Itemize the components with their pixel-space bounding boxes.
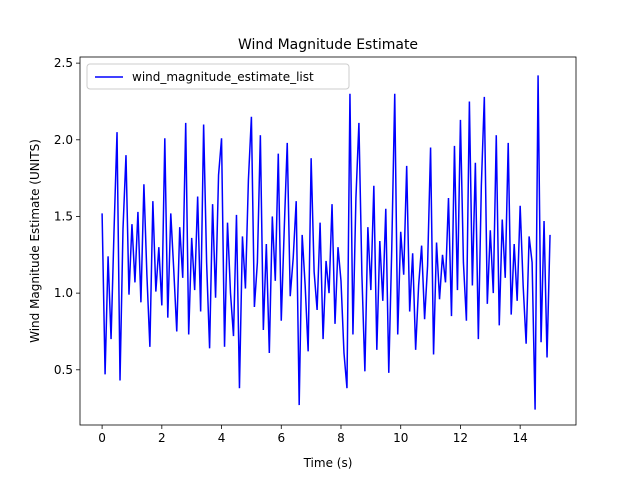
y-tick-label: 1.5: [54, 209, 73, 223]
legend-label: wind_magnitude_estimate_list: [132, 70, 314, 84]
data-line: [101, 75, 551, 410]
y-tick-label: 2.5: [54, 56, 73, 70]
x-tick-label: 0: [98, 431, 106, 445]
chart-title: Wind Magnitude Estimate: [238, 37, 418, 53]
x-axis-label: Time (s): [303, 456, 353, 470]
plot-frame: [79, 56, 577, 426]
y-axis-label: Wind Magnitude Estimate (UNITS): [28, 139, 42, 343]
y-tick-label: 2.0: [54, 133, 73, 147]
x-tick-label: 14: [513, 431, 528, 445]
x-tick-label: 8: [337, 431, 345, 445]
y-tick-label: 1.0: [54, 286, 73, 300]
x-tick-label: 4: [218, 431, 226, 445]
x-tick-label: 2: [158, 431, 166, 445]
y-tick-label: 0.5: [54, 363, 73, 377]
x-tick-label: 10: [393, 431, 408, 445]
legend-box: [86, 63, 350, 90]
x-tick-label: 6: [277, 431, 285, 445]
x-tick-label: 12: [453, 431, 468, 445]
